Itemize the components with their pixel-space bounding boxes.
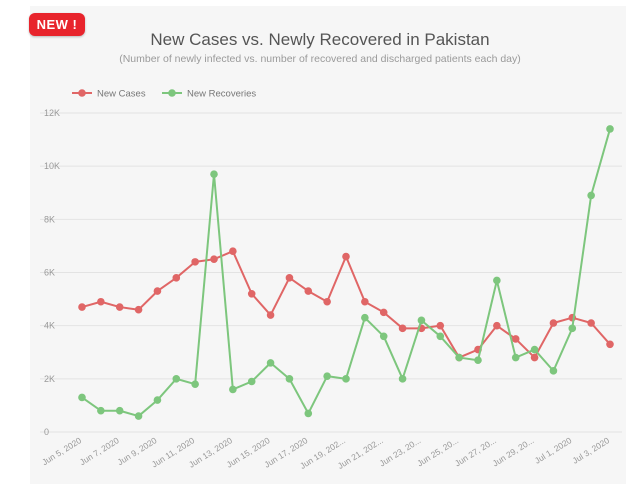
y-tick-label: 4K [44,321,55,331]
data-point-new-cases [379,308,388,317]
data-point-new-recoveries [134,412,143,420]
data-point-new-cases [78,303,86,311]
data-point-new-recoveries [398,375,407,383]
data-point-new-cases [304,287,313,295]
data-point-new-recoveries [247,377,256,386]
data-point-new-cases [247,289,256,298]
chart-title: New Cases vs. Newly Recovered in Pakista… [150,30,490,49]
data-point-new-recoveries [304,409,313,418]
data-point-new-cases [134,305,143,314]
data-point-new-cases [285,274,294,282]
data-point-new-cases [115,303,124,311]
data-point-new-recoveries [210,170,218,178]
data-point-new-cases [436,321,445,330]
data-point-new-recoveries [229,385,237,394]
data-point-new-recoveries [568,324,577,333]
data-point-new-cases [191,258,199,266]
new-badge: NEW ! [29,13,85,36]
data-point-new-recoveries [379,332,388,341]
x-tick-label: Jun 5, 2020 [40,435,83,467]
data-point-new-cases [153,287,162,295]
x-tick-label: Jun 23, 20... [378,435,423,468]
data-point-new-recoveries [115,406,124,415]
data-point-new-recoveries [511,353,520,362]
data-point-new-cases [549,319,558,327]
data-point-new-recoveries [436,332,445,341]
data-point-new-cases [210,255,218,264]
legend-label-new-cases: New Cases [97,89,146,100]
data-point-new-cases [361,297,369,306]
data-point-new-recoveries [191,380,199,388]
legend-label-new-recoveries: New Recoveries [187,89,256,100]
y-tick-label: 6K [44,268,55,278]
data-point-new-recoveries [97,406,105,415]
data-point-new-cases [172,274,181,282]
data-point-new-recoveries [455,353,463,362]
data-point-new-recoveries [266,359,275,367]
legend-marker-new-recoveries [168,89,176,97]
y-tick-label: 0 [44,427,49,437]
data-point-new-cases [493,321,501,330]
data-point-new-recoveries [474,356,482,365]
data-point-new-recoveries [153,396,162,404]
x-tick-label: Jun 29, 20... [491,435,536,468]
data-point-new-cases [266,311,275,319]
x-tick-label: Jun 7, 2020 [78,435,121,467]
series-line-new-cases [81,250,611,359]
data-point-new-recoveries [493,276,501,285]
data-point-new-cases [97,297,105,306]
y-tick-label: 12K [44,108,60,118]
data-point-new-cases [587,319,595,327]
data-point-new-cases [530,353,539,362]
y-tick-label: 2K [44,374,55,384]
data-point-new-cases [511,335,520,343]
legend-marker-new-cases [78,89,86,97]
data-point-new-cases [342,252,350,261]
data-point-new-recoveries [587,191,595,200]
data-point-new-cases [229,247,237,256]
data-point-new-recoveries [417,316,426,325]
x-tick-label: Jul 1, 2020 [533,435,574,466]
data-point-new-recoveries [530,345,539,354]
chart-card [30,6,626,484]
data-point-new-recoveries [342,375,350,383]
y-tick-label: 10K [44,161,60,171]
x-tick-label: Jun 27, 20... [453,435,498,468]
data-point-new-cases [323,297,331,306]
x-tick-label: Jun 25, 20... [415,435,460,468]
y-tick-label: 8K [44,214,55,224]
data-point-new-recoveries [549,367,558,375]
data-point-new-recoveries [606,125,614,133]
data-point-new-cases [606,340,614,349]
data-point-new-cases [398,324,407,333]
chart-subtitle: (Number of newly infected vs. number of … [119,53,521,65]
data-point-new-recoveries [285,375,294,383]
data-point-new-recoveries [172,375,181,383]
data-point-new-recoveries [361,313,369,322]
data-point-new-recoveries [78,393,86,402]
x-tick-label: Jul 3, 2020 [570,435,611,466]
data-point-new-recoveries [323,372,331,380]
